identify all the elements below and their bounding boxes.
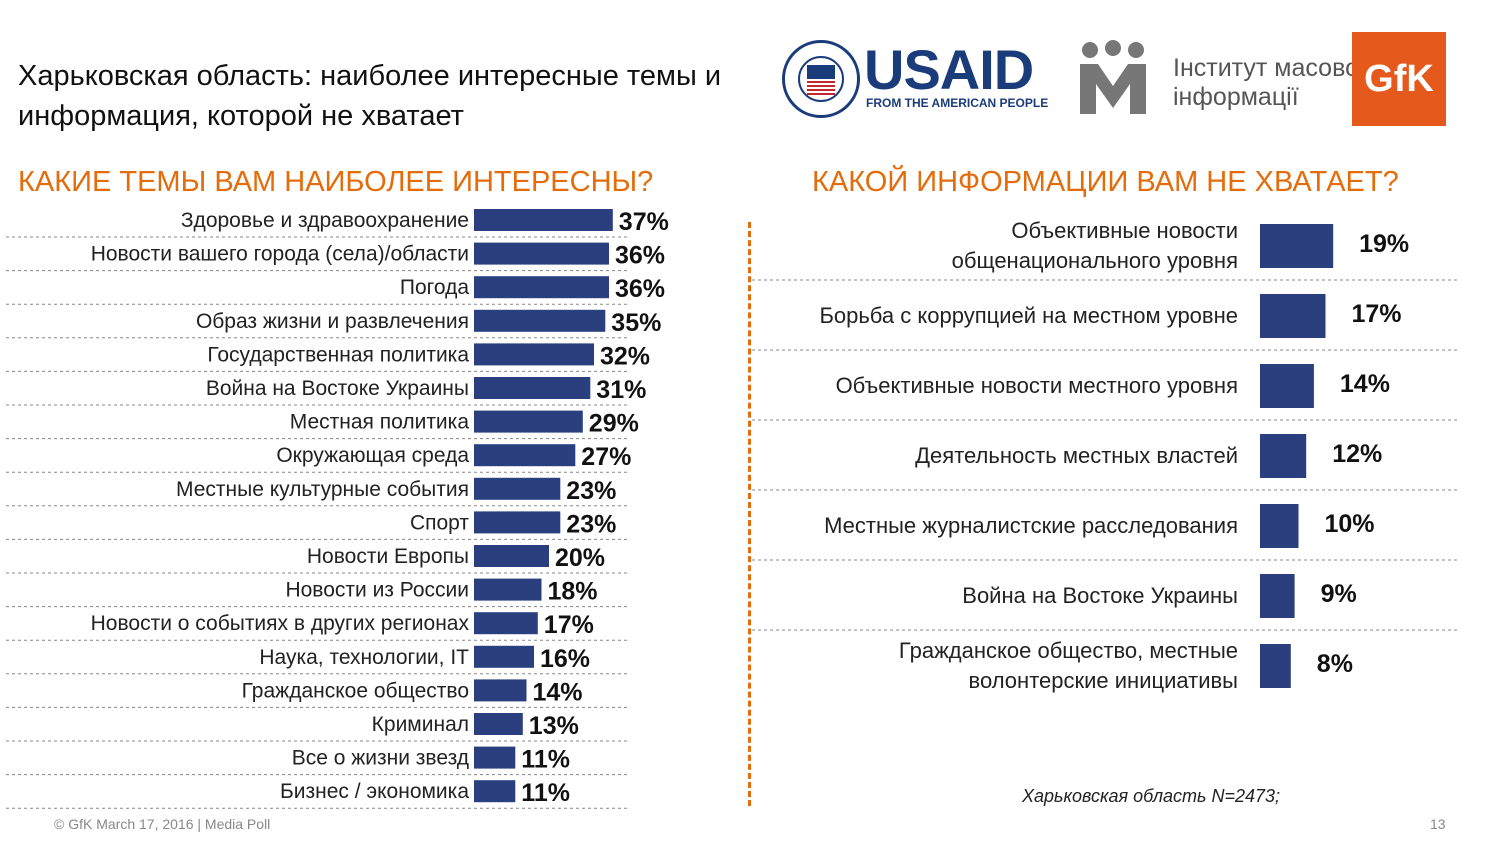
bar (474, 578, 542, 601)
bar (474, 410, 583, 433)
missing-info-chart: Объективные новости общенационального уро… (752, 218, 1460, 693)
bar (474, 713, 523, 735)
bar (1260, 644, 1291, 688)
bar (474, 477, 561, 500)
data-label: 17% (1352, 300, 1402, 328)
category-label: Новости Европы (307, 545, 469, 568)
data-label: 36% (615, 275, 665, 303)
category-label: Окружающая среда (276, 444, 469, 467)
data-label: 31% (596, 376, 646, 404)
category-label: Местная политика (290, 411, 470, 434)
bar (474, 780, 516, 803)
category-label: общенационального уровня (952, 248, 1238, 273)
data-label: 12% (1332, 440, 1382, 468)
bar (474, 242, 609, 265)
data-label: 16% (540, 645, 590, 673)
data-label: 10% (1325, 510, 1375, 538)
bar (474, 645, 534, 668)
gfk-logo: GfK (1352, 32, 1446, 126)
category-label: Новости из России (285, 579, 469, 602)
bar (1260, 294, 1326, 338)
category-label: Местные журналистские расследования (824, 513, 1238, 538)
category-label: Наука, технологии, IT (259, 646, 469, 669)
bar (474, 444, 576, 467)
bar (474, 309, 606, 332)
bar (474, 343, 594, 366)
category-label: Гражданское общество (242, 679, 469, 702)
data-label: 37% (619, 208, 669, 236)
data-label: 23% (566, 510, 616, 538)
left-chart-title: КАКИЕ ТЕМЫ ВАМ НАИБОЛЕЕ ИНТЕРЕСНЫ? (18, 166, 654, 198)
bar (1260, 504, 1299, 548)
data-label: 35% (611, 309, 661, 337)
interesting-topics-chart: Здоровье и здравоохранение 37% Новости ваш… (6, 208, 669, 809)
category-label: Бизнес / экономика (280, 780, 469, 803)
data-label: 27% (581, 443, 631, 471)
bar (474, 545, 549, 567)
bar (474, 511, 561, 534)
usaid-logo: USAID (864, 38, 1034, 101)
bar (474, 679, 527, 702)
category-label: Объективные новости местного уровня (836, 373, 1238, 398)
category-label: Все о жизни звезд (292, 747, 469, 770)
bar (1260, 224, 1334, 268)
data-label: 19% (1359, 230, 1409, 258)
data-label: 32% (600, 342, 650, 370)
category-label: Погода (400, 276, 469, 299)
bar (1260, 574, 1295, 618)
bar (474, 612, 538, 635)
category-label: Образ жизни и развлечения (196, 310, 469, 333)
category-label: Гражданское общество, местные (899, 638, 1238, 663)
category-label: Государственная политика (207, 343, 469, 366)
data-label: 14% (533, 678, 583, 706)
page-number: 13 (1430, 816, 1446, 832)
data-label: 17% (544, 611, 594, 639)
bar (1260, 434, 1307, 478)
usaid-tagline: FROM THE AMERICAN PEOPLE (866, 96, 1049, 110)
usaid-seal-icon (782, 40, 860, 118)
footer-copyright: © GfK March 17, 2016 | Media Poll (54, 816, 271, 832)
data-label: 11% (521, 746, 570, 774)
data-label: 14% (1340, 370, 1390, 398)
right-chart-title: КАКОЙ ИНФОРМАЦИИ ВАМ НЕ ХВАТАЕТ? (812, 166, 1399, 198)
data-label: 13% (529, 712, 579, 740)
category-label: Объективные новости (1011, 218, 1238, 243)
imi-logo-text: Інститут масової інформації (1173, 54, 1366, 111)
imi-logo-icon (1080, 40, 1146, 114)
bar (474, 377, 591, 399)
data-label: 8% (1317, 650, 1353, 678)
category-label: Война на Востоке Украины (206, 377, 469, 400)
logos: USAID FROM THE AMERICAN PEOPLE Інститут … (782, 32, 1482, 132)
data-label: 36% (615, 242, 665, 270)
category-label: Местные культурные события (176, 478, 469, 501)
category-label: Криминал (372, 713, 469, 736)
category-label: Новости вашего города (села)/области (91, 243, 469, 266)
bar (474, 276, 609, 299)
bar (1260, 364, 1314, 408)
page-title: Харьковская область: наиболее интересные… (18, 60, 722, 132)
data-label: 11% (521, 779, 570, 807)
bar (474, 746, 516, 769)
category-label: Борьба с коррупцией на местном уровне (819, 303, 1238, 328)
data-label: 18% (548, 578, 598, 606)
category-label: Здоровье и здравоохранение (181, 209, 469, 232)
data-label: 29% (589, 410, 639, 438)
data-label: 9% (1321, 580, 1357, 608)
category-label: Война на Востоке Украины (962, 583, 1238, 608)
category-label: Деятельность местных властей (915, 443, 1238, 468)
data-label: 20% (555, 544, 605, 572)
category-label: волонтерские инициативы (969, 668, 1238, 693)
data-label: 23% (566, 477, 616, 505)
category-label: Новости о событиях в других регионах (91, 612, 470, 635)
category-label: Спорт (410, 511, 469, 534)
bar (474, 209, 613, 231)
vertical-divider (748, 222, 751, 806)
sample-note: Харьковская область N=2473; (1022, 786, 1281, 806)
